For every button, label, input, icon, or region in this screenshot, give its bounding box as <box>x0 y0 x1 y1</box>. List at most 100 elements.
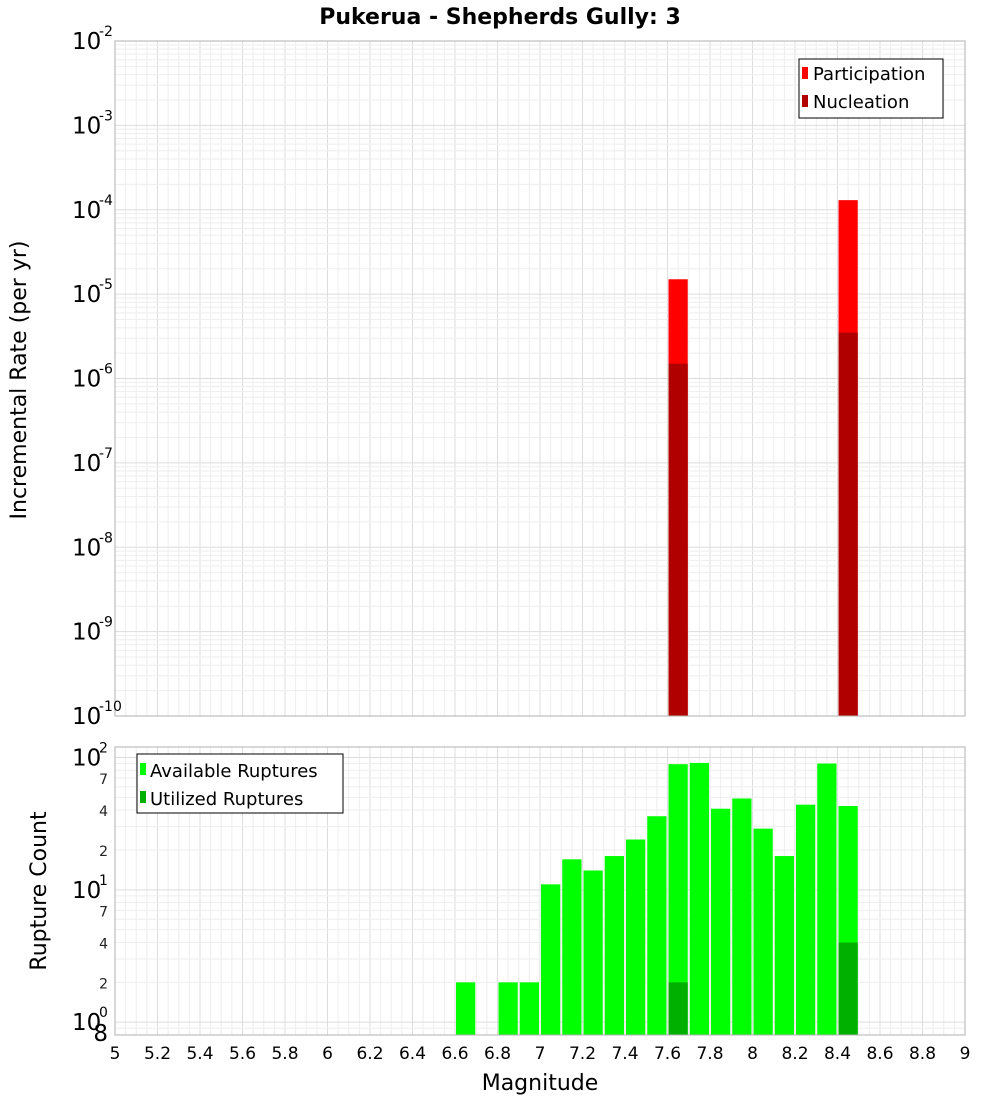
x-tick-label: 5.6 <box>229 1044 256 1064</box>
y-tick-exponent: 2 <box>99 740 108 756</box>
legend-swatch-participation <box>802 67 808 79</box>
x-tick-label: 6.6 <box>441 1044 468 1064</box>
y-tick-base: 10 <box>72 745 101 771</box>
bottom-legend-box <box>136 753 344 814</box>
y-tick-exponent: -8 <box>99 530 113 546</box>
x-tick-label: 7.4 <box>611 1044 638 1064</box>
y-tick-base: 10 <box>72 704 101 730</box>
bottom-legend: Available Ruptures Utilized Ruptures <box>136 753 344 814</box>
x-tick-label: 8 <box>747 1044 758 1064</box>
bottom-bar-available-ruptures <box>774 856 794 1035</box>
y-tick-base: 10 <box>72 451 101 477</box>
x-tick-label: 6.2 <box>356 1044 383 1064</box>
y-tick-exponent: -4 <box>99 193 113 209</box>
y-tick-minor: 7 <box>99 904 108 920</box>
legend-label-utilized: Utilized Ruptures <box>150 789 303 810</box>
x-tick-label: 5.8 <box>271 1044 298 1064</box>
bottom-bar-available-ruptures <box>626 839 646 1035</box>
top-legend: Participation Nucleation <box>798 58 944 119</box>
x-tick-label: 6.4 <box>399 1044 426 1064</box>
x-axis-ticks: 5 5.2 5.4 5.6 5.8 6 6.2 6.4 6.6 6.8 7 7.2 7.4 7.6 7.8 8… <box>110 1044 971 1064</box>
y-tick-base: 10 <box>72 1010 101 1036</box>
bottom-bar-available-ruptures <box>604 856 624 1035</box>
y-tick-minor: 4 <box>99 936 108 952</box>
y-tick-minor: 8 <box>93 1021 108 1047</box>
y-tick-base: 10 <box>72 282 101 308</box>
y-tick-exponent: 1 <box>99 873 108 889</box>
y-tick-minor: 4 <box>99 804 108 820</box>
bottom-bar-available-ruptures <box>689 762 709 1035</box>
bottom-bar-available-ruptures <box>732 798 752 1035</box>
x-tick-label: 8.8 <box>909 1044 936 1064</box>
top-bar-nucleation <box>668 363 688 716</box>
x-tick-label: 8.2 <box>781 1044 808 1064</box>
bottom-bar-available-ruptures <box>519 982 539 1035</box>
x-tick-label: 5.2 <box>144 1044 171 1064</box>
x-tick-label: 8.6 <box>866 1044 893 1064</box>
y-tick-base: 10 <box>72 878 101 904</box>
bottom-bar-utilized-ruptures <box>668 982 688 1035</box>
x-tick-label: 7.6 <box>654 1044 681 1064</box>
y-tick-exponent: -5 <box>99 277 113 293</box>
top-legend-box <box>798 58 944 119</box>
bottom-bar-available-ruptures <box>796 804 816 1035</box>
y-tick-base: 10 <box>72 535 101 561</box>
bottom-bar-available-ruptures <box>583 870 603 1035</box>
x-tick-label: 6.8 <box>484 1044 511 1064</box>
x-tick-label: 5 <box>110 1044 121 1064</box>
y-tick-exponent: -6 <box>99 362 113 378</box>
bottom-bar-available-ruptures <box>668 764 688 1035</box>
top-plot-border <box>114 40 966 717</box>
x-axis-label: Magnitude <box>482 1071 599 1096</box>
y-tick-minor: 2 <box>99 844 108 860</box>
bottom-bar-available-ruptures <box>541 884 561 1035</box>
legend-label-available: Available Ruptures <box>150 761 318 782</box>
bottom-bar-utilized-ruptures <box>838 942 858 1035</box>
x-tick-label: 7.2 <box>569 1044 596 1064</box>
legend-swatch-utilized <box>140 791 146 803</box>
y-tick-base: 10 <box>72 620 101 646</box>
y-tick-exponent: -3 <box>99 108 113 124</box>
bottom-plot-border <box>114 746 966 1036</box>
y-tick-minor: 7 <box>99 772 108 788</box>
bottom-bar-available-ruptures <box>711 808 731 1035</box>
y-tick-base: 10 <box>72 113 101 139</box>
bottom-bar-available-ruptures <box>498 982 518 1035</box>
y-tick-base: 10 <box>72 29 101 55</box>
x-tick-label: 5.4 <box>186 1044 213 1064</box>
x-tick-label: 6 <box>322 1044 333 1064</box>
y-tick-exponent: 0 <box>99 1005 108 1021</box>
y-tick-exponent: -10 <box>99 699 122 715</box>
bottom-bar-available-ruptures <box>817 763 837 1035</box>
top-y-axis-label: Incremental Rate (per yr) <box>7 241 32 520</box>
bottom-bar-available-ruptures <box>753 828 773 1035</box>
bottom-bar-available-ruptures <box>562 859 582 1035</box>
top-bars <box>668 200 858 716</box>
top-gridlines <box>114 40 966 717</box>
bottom-bars <box>456 762 858 1035</box>
y-tick-exponent: -2 <box>99 24 113 40</box>
y-tick-exponent: -9 <box>99 615 113 631</box>
y-tick-base: 10 <box>72 367 101 393</box>
y-tick-minor: 2 <box>99 976 108 992</box>
bottom-bar-available-ruptures <box>456 982 476 1035</box>
legend-label-nucleation: Nucleation <box>813 92 909 113</box>
x-tick-label: 8.4 <box>824 1044 851 1064</box>
x-tick-label: 7.8 <box>696 1044 723 1064</box>
bottom-y-axis-label: Rupture Count <box>27 811 52 971</box>
x-tick-label: 7 <box>535 1044 546 1064</box>
legend-swatch-nucleation <box>802 95 808 107</box>
top-bar-nucleation <box>838 332 858 716</box>
x-tick-label: 9 <box>960 1044 971 1064</box>
chart-title: Pukerua - Shepherds Gully: 3 <box>319 5 681 30</box>
legend-label-participation: Participation <box>813 64 925 85</box>
bottom-bar-available-ruptures <box>647 816 667 1035</box>
legend-swatch-available <box>140 763 146 775</box>
y-tick-exponent: -7 <box>99 446 113 462</box>
y-tick-base: 10 <box>72 198 101 224</box>
